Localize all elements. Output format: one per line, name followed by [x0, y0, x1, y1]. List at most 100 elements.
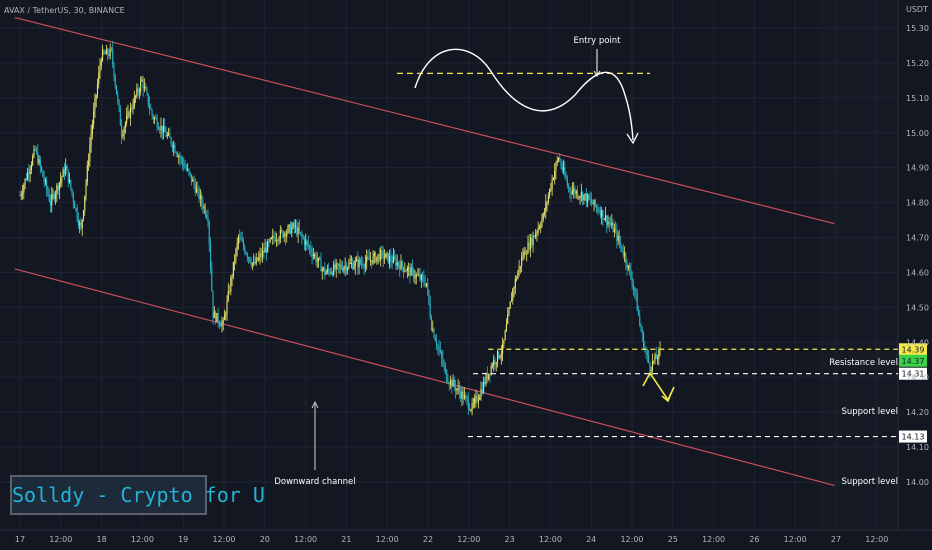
candle-body: [578, 196, 580, 198]
candle-body: [260, 253, 262, 257]
candle-body: [493, 360, 495, 366]
candle-body: [462, 391, 464, 400]
candle-body: [507, 314, 509, 325]
candle-body: [138, 90, 140, 92]
candle-body: [75, 208, 77, 210]
candle-body: [433, 328, 435, 338]
candle-body: [155, 118, 157, 120]
candle-body: [499, 356, 501, 358]
candle-body: [397, 262, 400, 266]
candle-body: [189, 172, 191, 175]
candle-body: [156, 118, 158, 128]
candle-body: [354, 261, 356, 267]
zigzag-arrowhead: [661, 392, 672, 403]
candle-body: [142, 79, 144, 89]
candle-body: [108, 54, 110, 57]
candle-body: [531, 237, 533, 245]
candle-body: [579, 196, 581, 198]
candle-body: [386, 253, 388, 255]
candle-body: [112, 48, 114, 64]
candle-body: [330, 272, 332, 274]
candle-body: [584, 193, 586, 195]
candle-body: [502, 344, 504, 354]
candle-body: [453, 379, 455, 387]
candle-body: [574, 188, 576, 194]
price-tick-label: 14.70: [906, 234, 929, 243]
candle-body: [555, 162, 557, 172]
candle-body: [613, 228, 615, 233]
candle-body: [391, 261, 393, 263]
price-levels: 14.39 14.31 14.13 14.37: [467, 343, 927, 443]
candle-body: [301, 233, 303, 237]
price-tick-label: 14.90: [906, 164, 929, 173]
candle-body: [401, 261, 403, 267]
candle-body: [438, 346, 440, 351]
candle-body: [230, 278, 232, 292]
candle-body: [656, 358, 659, 360]
time-axis[interactable]: 17 12:00 18 12:00 19 12:00 20 12:00 21 12:00 22 12:…: [15, 535, 888, 544]
candle-body: [452, 379, 454, 387]
candle-body: [650, 369, 652, 372]
candle-body: [612, 222, 614, 233]
candle-body: [444, 366, 446, 371]
time-tick-label: 27: [831, 535, 841, 544]
candle-body: [592, 202, 594, 205]
candle-body: [140, 81, 142, 91]
candle-body: [630, 269, 632, 278]
price-axis[interactable]: 14.00 14.10 14.20 14.30 14.40 14.50 14.60 14.70…: [906, 24, 929, 487]
candle-body: [461, 391, 463, 399]
candle-body: [621, 245, 623, 252]
candle-body: [256, 257, 259, 261]
candle-body: [549, 189, 551, 196]
price-tag-bg: [899, 430, 927, 443]
candle-body: [529, 237, 532, 250]
candle-body: [161, 125, 163, 133]
candle-body: [481, 389, 483, 393]
price-tick-label: 14.30: [906, 373, 929, 382]
candle-body: [246, 254, 248, 258]
candle-body: [524, 250, 527, 255]
candle-body: [561, 166, 563, 171]
candle-body: [145, 86, 147, 90]
candle-body: [606, 215, 608, 225]
candle-body: [147, 93, 149, 105]
candle-body: [350, 263, 353, 265]
candle-body: [571, 190, 573, 194]
candle-body: [373, 253, 375, 256]
candle-body: [258, 257, 260, 261]
time-tick-label: 12:00: [784, 535, 807, 544]
candle-body: [307, 242, 309, 247]
candle-body: [136, 88, 138, 96]
entry-point-label: Entry point: [574, 36, 622, 46]
candle-body: [551, 179, 553, 189]
candle-body: [212, 290, 214, 319]
candle-body: [622, 251, 624, 256]
candle-body: [329, 270, 331, 274]
price-tag-bg: [899, 343, 927, 356]
candle-body: [522, 256, 524, 258]
time-tick-label: 12:00: [702, 535, 725, 544]
candle-body: [58, 182, 60, 191]
candle-body: [296, 226, 298, 235]
candle-body: [267, 241, 269, 253]
candle-body: [20, 194, 22, 196]
candle-body: [94, 98, 96, 111]
candle-body: [319, 257, 321, 260]
candle-body: [425, 283, 427, 286]
candle-body: [382, 251, 384, 259]
candle-body: [152, 115, 154, 120]
candle-body: [282, 230, 284, 237]
candle-body: [340, 265, 342, 269]
symbol-title: AVAX / TetherUS, 30, BINANCE: [4, 6, 125, 15]
candle-body: [81, 219, 83, 229]
candle-body: [541, 219, 543, 226]
candle-body: [288, 224, 290, 227]
candle-body: [202, 202, 204, 209]
candle-body: [456, 389, 458, 391]
candle-body: [552, 178, 554, 180]
candle-body: [457, 387, 459, 390]
candle-body: [594, 199, 596, 206]
candle-body: [169, 133, 171, 138]
candle-body: [137, 88, 139, 92]
